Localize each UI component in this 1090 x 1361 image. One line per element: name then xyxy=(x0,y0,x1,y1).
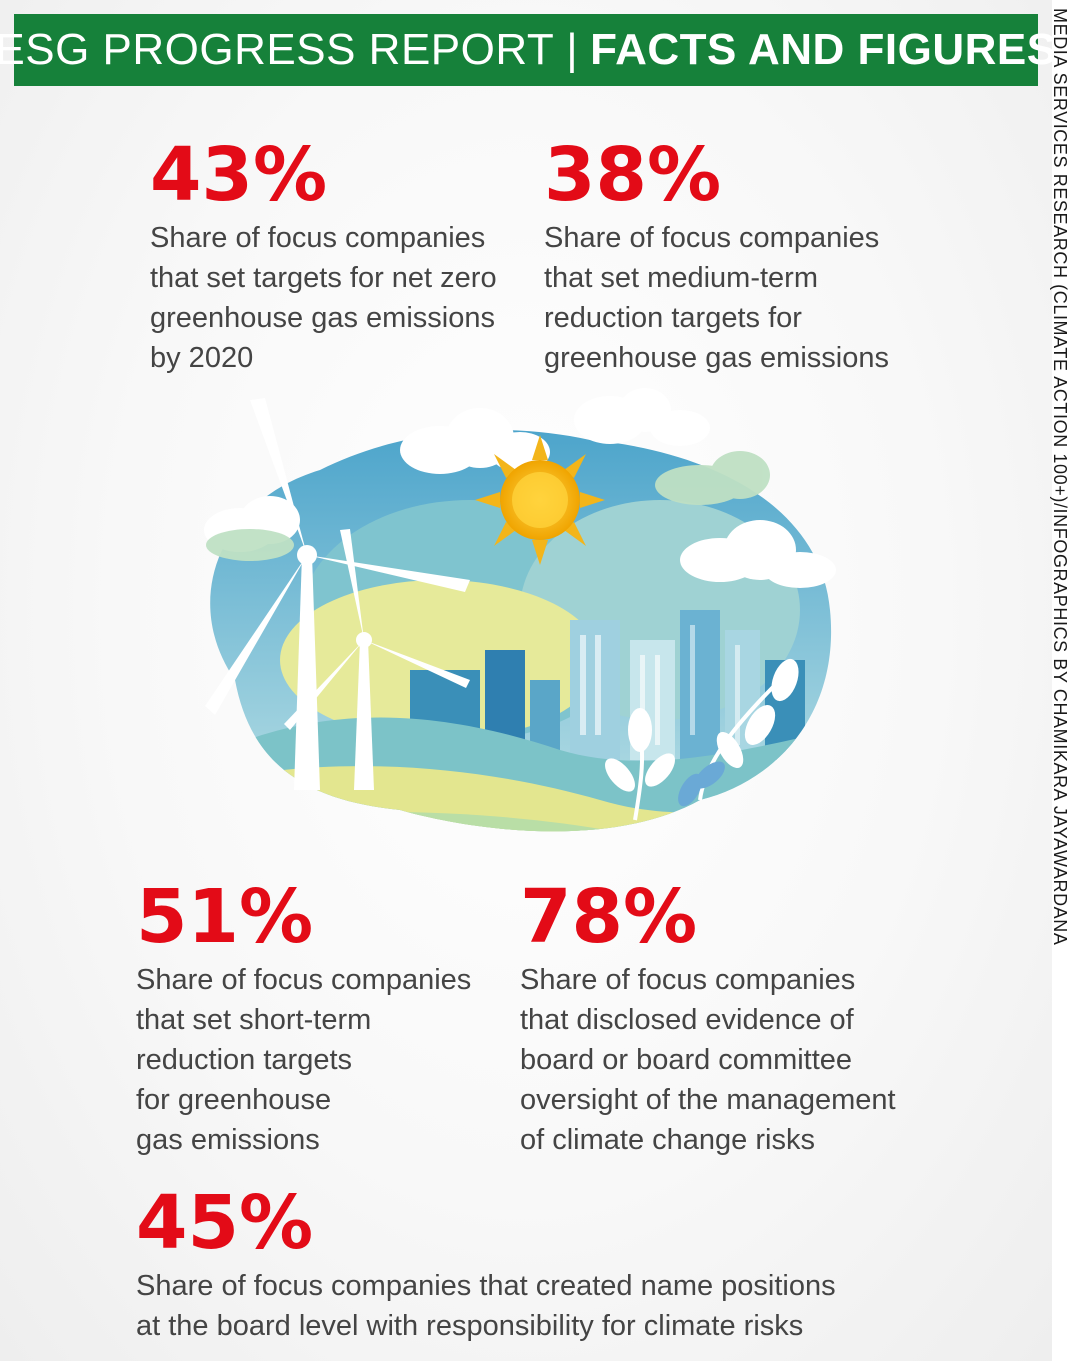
stat-description: Share of focus companies that set medium… xyxy=(544,222,889,374)
stat-description: Share of focus companies that set short-… xyxy=(136,964,472,1156)
wind-turbine-icon xyxy=(205,398,470,790)
stat-45: 45% Share of focus companies that create… xyxy=(136,1186,836,1346)
header-separator: | xyxy=(566,25,579,74)
header-title-bold: FACTS AND FIGURES xyxy=(590,25,1057,74)
cloud-icon xyxy=(204,388,836,588)
stat-value: 43% xyxy=(150,132,328,218)
sun-icon xyxy=(475,435,605,565)
stat-description: Share of focus companies that created na… xyxy=(136,1270,836,1342)
climate-illustration xyxy=(204,388,836,832)
stat-value: 51% xyxy=(136,874,314,960)
credit-line: MEDIA SERVICES RESEARCH (CLIMATE ACTION … xyxy=(1050,8,1070,946)
stat-78: 78% Share of focus companies that disclo… xyxy=(520,880,896,1160)
leaf-plant-icon xyxy=(605,658,799,821)
stat-43: 43% Share of focus companies that set ta… xyxy=(150,138,497,378)
stat-description: Share of focus companies that set target… xyxy=(150,222,497,374)
stat-value: 45% xyxy=(136,1180,314,1266)
stat-description: Share of focus companies that disclosed … xyxy=(520,964,896,1156)
header-banner: ESG PROGRESS REPORT | FACTS AND FIGURES xyxy=(0,14,1056,86)
header-title-regular: ESG PROGRESS REPORT xyxy=(0,25,555,74)
stat-value: 78% xyxy=(520,874,698,960)
stat-51: 51% Share of focus companies that set sh… xyxy=(136,880,471,1160)
stat-value: 38% xyxy=(544,132,722,218)
stat-38: 38% Share of focus companies that set me… xyxy=(544,138,889,378)
